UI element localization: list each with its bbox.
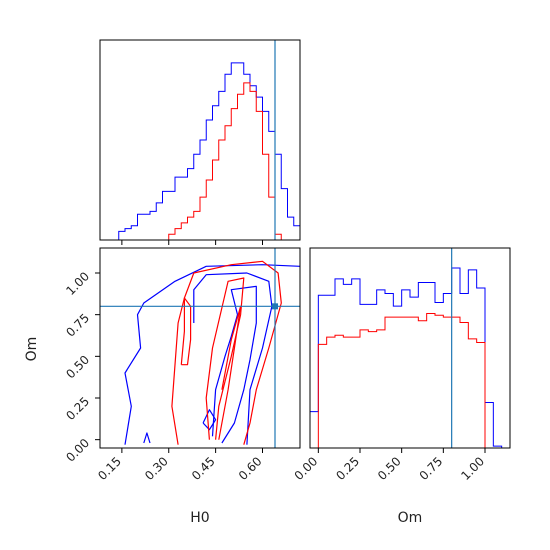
contour-line-series_a [124,264,300,445]
h0-hist-frame [99,39,301,241]
contour-truth-marker [272,303,278,310]
contour-line-series_b [218,305,242,440]
xlabel-h0: H0 [190,510,209,526]
contour-line-series_b [171,260,282,445]
om-hist-frame [309,247,511,449]
ylabel-om: Om [24,337,40,362]
om-histogram-series-series_b [310,312,510,449]
histogram-h0-panel [99,39,301,245]
contour-line-series_a [143,432,151,444]
contour-line-series_a [211,285,257,444]
om-histogram-series-series_a [309,267,510,449]
contour-lines [124,260,300,445]
contour-frame [99,247,301,449]
xlabel-om: Om [398,510,423,526]
h0-histogram-series-series_a [100,62,301,241]
contour-line-series_a [193,272,273,445]
contour-line-series_b [205,277,245,440]
